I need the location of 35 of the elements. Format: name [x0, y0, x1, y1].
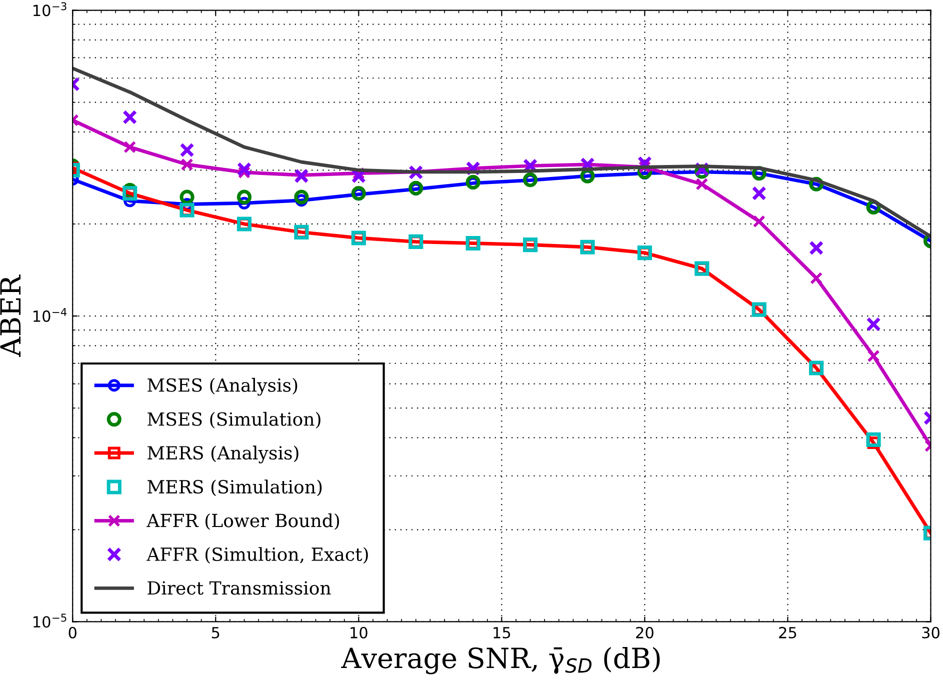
- legend-label: MERS (Analysis): [148, 446, 298, 464]
- x-tick-label: 10: [350, 626, 368, 638]
- point: [236, 190, 252, 204]
- point: [180, 158, 194, 171]
- legend-label: MSES (Analysis): [148, 378, 298, 396]
- y-tick-label: 10$^{−3}$: [34, 2, 66, 16]
- point: [122, 110, 138, 124]
- x-tick-label: 5: [212, 627, 220, 638]
- legend-label: MSES (Simulation): [148, 412, 320, 428]
- point: [809, 240, 824, 256]
- x-tick-label: 0: [68, 626, 76, 638]
- point: [752, 215, 766, 228]
- legend-label: AFFR (Simultion, Exact): [146, 547, 368, 564]
- legend-label: MERS (Simulation): [148, 480, 322, 496]
- y-axis-title: ABER: [0, 274, 21, 358]
- point: [810, 272, 823, 284]
- point: [124, 140, 136, 154]
- legend-label: AFFR (Lower Bound): [146, 513, 340, 530]
- point: [180, 142, 194, 158]
- point: [866, 432, 881, 447]
- x-tick-label: 20: [636, 626, 654, 638]
- point: [867, 350, 880, 362]
- legend-label: Direct Transmission: [148, 581, 331, 595]
- point: [236, 162, 252, 177]
- x-tick-label: 25: [779, 626, 796, 638]
- point: [294, 190, 309, 204]
- point: [696, 178, 708, 190]
- x-axis-title: Average SNR, γ̄$_{SD}$ (dB): [341, 646, 660, 674]
- y-tick-label: 10$^{−4}$: [34, 308, 67, 322]
- x-tick-label: 15: [494, 627, 510, 638]
- point: [752, 186, 766, 201]
- x-tick-label: 30: [922, 626, 940, 638]
- point: [180, 190, 194, 204]
- y-tick-label: 10$^{−5}$: [34, 614, 66, 628]
- point: [866, 316, 881, 332]
